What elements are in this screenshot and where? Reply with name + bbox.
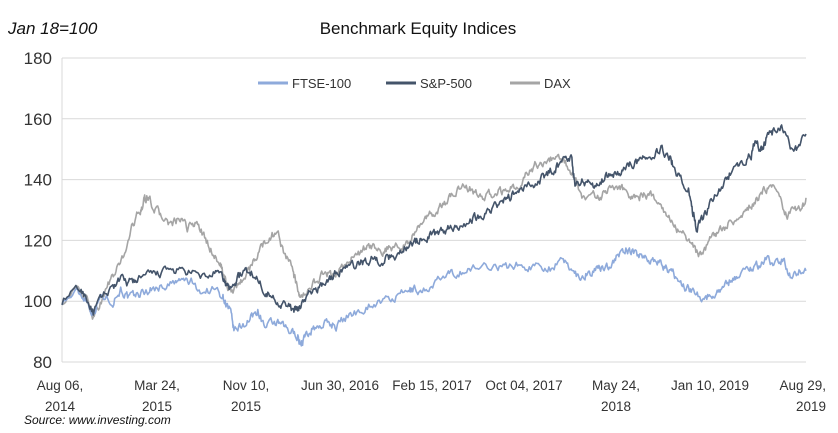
- source-note: Source: www.investing.com: [24, 413, 171, 427]
- y-tick-label-140: 140: [24, 171, 52, 190]
- x-tick-label-0-line2: 2014: [45, 399, 76, 414]
- x-tick-label-1-line1: Mar 24,: [134, 378, 180, 393]
- series-line-s-p-500: [61, 124, 807, 316]
- x-tick-label-7-line1: Jan 10, 2019: [671, 378, 749, 393]
- x-tick-label-0-line1: Aug 06,: [37, 378, 84, 393]
- legend-label-dax: DAX: [544, 76, 571, 91]
- y-axis-ticks: 80 100 120 140 160 180: [24, 49, 52, 372]
- x-tick-label-2-line1: Nov 10,: [223, 378, 270, 393]
- x-tick-label-5-line1: Oct 04, 2017: [485, 378, 562, 393]
- y-tick-label-120: 120: [24, 231, 52, 250]
- y-tick-label-180: 180: [24, 49, 52, 68]
- legend-label-s-p-500: S&P-500: [420, 76, 472, 91]
- y-tick-label-100: 100: [24, 292, 52, 311]
- legend: FTSE-100 S&P-500 DAX: [258, 76, 571, 91]
- chart-title: Benchmark Equity Indices: [320, 19, 517, 38]
- x-tick-label-6-line2: 2018: [601, 399, 631, 414]
- y-tick-label-160: 160: [24, 110, 52, 129]
- y-tick-label-80: 80: [33, 353, 52, 372]
- legend-label-ftse-100: FTSE-100: [292, 76, 351, 91]
- x-tick-label-2-line2: 2015: [231, 399, 261, 414]
- x-tick-label-3-line1: Jun 30, 2016: [301, 378, 379, 393]
- series-line-ftse-100: [61, 247, 807, 347]
- gridlines: [61, 57, 806, 363]
- unit-label: Jan 18=100: [7, 19, 98, 38]
- x-tick-label-1-line2: 2015: [142, 399, 172, 414]
- x-axis-ticks: Aug 06, 2014 Mar 24, 2015 Nov 10, 2015 Jun 30,…: [37, 378, 826, 414]
- series-line-dax: [61, 153, 807, 320]
- series-lines: [61, 124, 807, 347]
- x-tick-label-6-line1: May 24,: [592, 378, 640, 393]
- x-tick-label-8-line2: 2019: [796, 399, 826, 414]
- x-tick-label-4-line1: Feb 15, 2017: [392, 378, 472, 393]
- x-tick-label-8-line1: Aug 29,: [779, 378, 826, 393]
